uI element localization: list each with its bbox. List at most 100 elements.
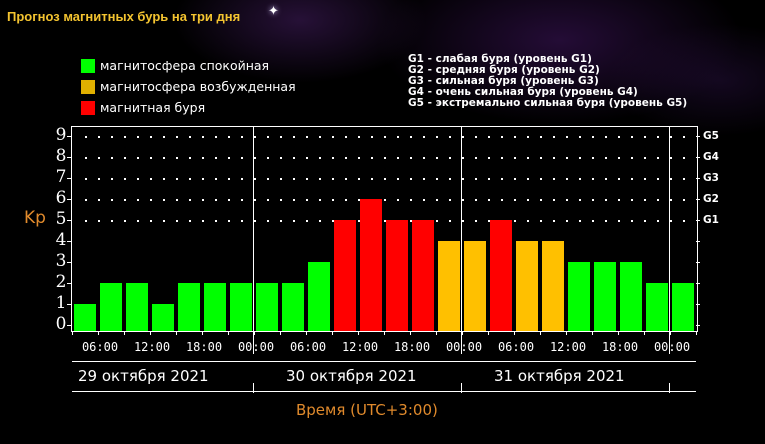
grid-dot [605, 136, 607, 138]
y-tick [67, 199, 71, 200]
grid-dot [280, 220, 282, 222]
x-tick [280, 331, 281, 335]
y-tick [67, 283, 71, 284]
grid-dot [397, 199, 399, 201]
x-tick [176, 331, 177, 335]
grid-dot [358, 178, 360, 180]
grid-dot [150, 178, 152, 180]
grid-dot [280, 199, 282, 201]
grid-dot [514, 178, 516, 180]
x-tick [254, 331, 255, 335]
y-tick-label: 7 [55, 167, 67, 187]
grid-dot [553, 157, 555, 159]
grid-dot [475, 136, 477, 138]
grid-dot [163, 220, 165, 222]
grid-dot [488, 178, 490, 180]
legend-swatch-green [81, 58, 95, 73]
grid-dot [332, 199, 334, 201]
grid-dot [618, 178, 620, 180]
grid-dot [306, 220, 308, 222]
grid-dot [267, 157, 269, 159]
day-divider-tick [669, 383, 670, 393]
x-tick [358, 331, 359, 335]
grid-dot [137, 178, 139, 180]
grid-dot [124, 220, 126, 222]
grid-dot [111, 220, 113, 222]
grid-dot [189, 136, 191, 138]
grid-dot [319, 220, 321, 222]
day-divider [461, 126, 462, 354]
grid-dot [397, 157, 399, 159]
kp-bar [178, 283, 200, 331]
time-label: 06:00 [497, 340, 535, 354]
grid-dot [566, 178, 568, 180]
grid-dot [423, 199, 425, 201]
grid-dot [215, 178, 217, 180]
x-tick [514, 331, 515, 335]
x-tick [618, 331, 619, 335]
grid-dot [579, 199, 581, 201]
g-level-item: G4 - очень сильная буря (уровень G4) [408, 86, 638, 98]
grid-dot [85, 157, 87, 159]
grid-dot [592, 220, 594, 222]
grid-dot [462, 178, 464, 180]
grid-dot [436, 199, 438, 201]
date-label: 29 октября 2021 [78, 367, 209, 385]
grid-dot [462, 199, 464, 201]
kp-bar [438, 241, 460, 331]
grid-dot [618, 220, 620, 222]
kp-bar [490, 220, 512, 331]
kp-bar [464, 241, 486, 331]
grid-dot [527, 157, 529, 159]
y-axis-label: Kp [24, 208, 46, 228]
time-label: 18:00 [185, 340, 223, 354]
grid-dot [514, 220, 516, 222]
grid-dot [501, 157, 503, 159]
y-tick-label: 9 [55, 125, 67, 145]
grid-dot [527, 199, 529, 201]
grid-dot [306, 157, 308, 159]
x-tick [488, 331, 489, 335]
y-tick-right [696, 178, 700, 179]
legend-label: магнитная буря [100, 100, 206, 115]
grid-dot [293, 157, 295, 159]
y-tick-label: 4 [55, 230, 67, 250]
legend: магнитосфера спокойная магнитосфера возб… [81, 55, 296, 118]
grid-dot [150, 157, 152, 159]
grid-dot [384, 136, 386, 138]
star-icon: ✦ [268, 4, 279, 19]
time-label: 18:00 [601, 340, 639, 354]
y-tick-label: 5 [55, 209, 67, 229]
x-tick [566, 331, 567, 335]
grid-dot [306, 136, 308, 138]
grid-dot [514, 136, 516, 138]
grid-dot [540, 178, 542, 180]
date-label: 31 октября 2021 [494, 367, 625, 385]
grid-dot [579, 157, 581, 159]
time-label: 12:00 [341, 340, 379, 354]
grid-dot [176, 199, 178, 201]
grid-dot [475, 220, 477, 222]
grid-dot [683, 157, 685, 159]
grid-dot [670, 157, 672, 159]
grid-dot [605, 199, 607, 201]
grid-dot [410, 220, 412, 222]
time-label: 00:00 [653, 340, 691, 354]
grid-dot [384, 220, 386, 222]
y-tick-right [696, 136, 700, 137]
time-label: 06:00 [289, 340, 327, 354]
grid-dot [280, 157, 282, 159]
grid-dot [332, 220, 334, 222]
grid-dot [449, 220, 451, 222]
kp-bar [542, 241, 564, 331]
grid-dot [241, 157, 243, 159]
y-tick-right [696, 157, 700, 158]
grid-dot [241, 220, 243, 222]
kp-bar [620, 262, 642, 331]
y-tick [67, 178, 71, 179]
time-label: 00:00 [237, 340, 275, 354]
grid-dot [176, 157, 178, 159]
grid-dot [98, 199, 100, 201]
legend-item-excited: магнитосфера возбужденная [81, 76, 296, 97]
kp-bar [360, 199, 382, 331]
